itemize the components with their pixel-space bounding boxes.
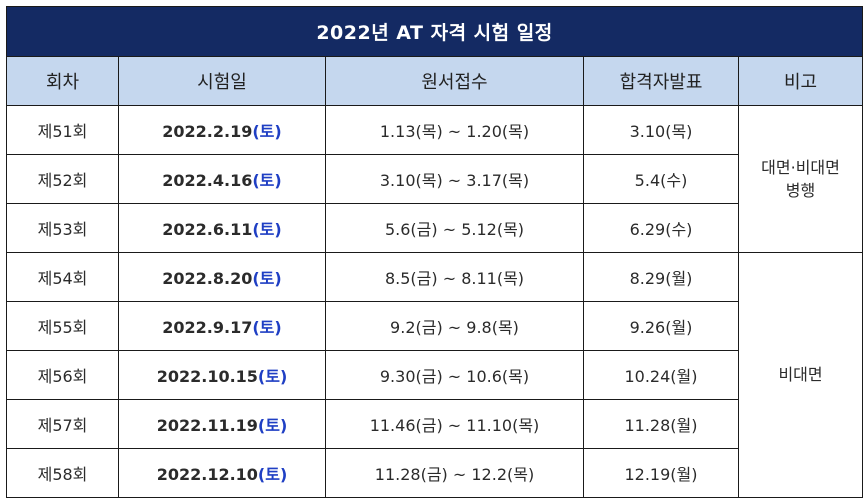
application-cell: 3.10(목) ~ 3.17(목) (325, 154, 584, 204)
table-row: 제58회 2022.12.10(토) 11.28(금) ~ 12.2(목) 12… (6, 448, 863, 498)
exam-date-cell: 2022.10.15(토) (118, 350, 326, 400)
application-cell: 8.5(금) ~ 8.11(목) (325, 252, 584, 302)
exam-date-cell: 2022.6.11(토) (118, 203, 326, 253)
schedule-container: 2022년 AT 자격 시험 일정 회차 시험일 원서접수 합격자발표 비고 제… (5, 6, 864, 498)
exam-date: 2022.2.19 (162, 122, 253, 141)
table-row: 제55회 2022.9.17(토) 9.2(금) ~ 9.8(목) 9.26(월… (6, 301, 863, 351)
header-round: 회차 (6, 56, 119, 106)
schedule-table: 2022년 AT 자격 시험 일정 회차 시험일 원서접수 합격자발표 비고 제… (5, 6, 864, 498)
exam-day: (토) (252, 220, 282, 239)
round-cell: 제51회 (6, 105, 119, 155)
note-line: 비대면 (778, 365, 823, 385)
application-cell: 9.30(금) ~ 10.6(목) (325, 350, 584, 400)
result-cell: 6.29(수) (583, 203, 739, 253)
exam-date-cell: 2022.8.20(토) (118, 252, 326, 302)
result-cell: 3.10(목) (583, 105, 739, 155)
exam-date: 2022.6.11 (162, 220, 253, 239)
result-cell: 11.28(월) (583, 399, 739, 449)
table-title: 2022년 AT 자격 시험 일정 (5, 6, 864, 57)
exam-date-cell: 2022.11.19(토) (118, 399, 326, 449)
exam-day: (토) (252, 269, 282, 288)
result-cell: 10.24(월) (583, 350, 739, 400)
application-cell: 11.46(금) ~ 11.10(목) (325, 399, 584, 449)
application-cell: 1.13(목) ~ 1.20(목) (325, 105, 584, 155)
exam-date: 2022.9.17 (162, 318, 253, 337)
result-cell: 8.29(월) (583, 252, 739, 302)
exam-day: (토) (257, 367, 288, 386)
result-cell: 9.26(월) (583, 301, 739, 351)
application-cell: 5.6(금) ~ 5.12(목) (325, 203, 584, 253)
round-cell: 제53회 (6, 203, 119, 253)
table-row: 제52회 2022.4.16(토) 3.10(목) ~ 3.17(목) 5.4(… (6, 154, 863, 204)
header-exam-date: 시험일 (118, 56, 326, 106)
round-cell: 제52회 (6, 154, 119, 204)
result-cell: 5.4(수) (583, 154, 739, 204)
round-cell: 제58회 (6, 448, 119, 498)
exam-date: 2022.11.19 (156, 416, 258, 435)
table-row: 제56회 2022.10.15(토) 9.30(금) ~ 10.6(목) 10.… (6, 350, 863, 400)
exam-date: 2022.12.10 (156, 465, 258, 484)
result-cell: 12.19(월) (583, 448, 739, 498)
exam-day: (토) (257, 465, 288, 484)
exam-day: (토) (252, 122, 282, 141)
note-line: 병행 (785, 181, 816, 200)
note-cell-online: 비대면 (737, 252, 864, 498)
exam-day: (토) (252, 318, 282, 337)
table-row: 제57회 2022.11.19(토) 11.46(금) ~ 11.10(목) 1… (6, 399, 863, 449)
exam-date-cell: 2022.2.19(토) (118, 105, 326, 155)
exam-date: 2022.4.16 (162, 171, 253, 190)
header-row: 회차 시험일 원서접수 합격자발표 비고 (6, 56, 864, 106)
table-row: 제51회 2022.2.19(토) 1.13(목) ~ 1.20(목) 3.10… (6, 105, 864, 253)
round-cell: 제55회 (6, 301, 119, 351)
exam-date: 2022.10.15 (156, 367, 258, 386)
exam-date-cell: 2022.9.17(토) (118, 301, 326, 351)
table-row: 제53회 2022.6.11(토) 5.6(금) ~ 5.12(목) 6.29(… (6, 203, 863, 253)
table-row: 제54회 2022.8.20(토) 8.5(금) ~ 8.11(목) 8.29(… (6, 252, 864, 498)
round-cell: 제56회 (6, 350, 119, 400)
application-cell: 9.2(금) ~ 9.8(목) (325, 301, 584, 351)
header-note: 비고 (737, 56, 864, 106)
note-line: 대면·비대면 (761, 157, 840, 177)
exam-date-cell: 2022.12.10(토) (118, 448, 326, 498)
round-cell: 제54회 (6, 252, 119, 302)
exam-date: 2022.8.20 (162, 269, 253, 288)
exam-day: (토) (257, 416, 288, 435)
header-application: 원서접수 (325, 56, 584, 106)
exam-date-cell: 2022.4.16(토) (118, 154, 326, 204)
round-cell: 제57회 (6, 399, 119, 449)
application-cell: 11.28(금) ~ 12.2(목) (325, 448, 584, 498)
exam-day: (토) (252, 171, 282, 190)
title-row: 2022년 AT 자격 시험 일정 (5, 6, 864, 57)
header-result: 합격자발표 (583, 56, 739, 106)
